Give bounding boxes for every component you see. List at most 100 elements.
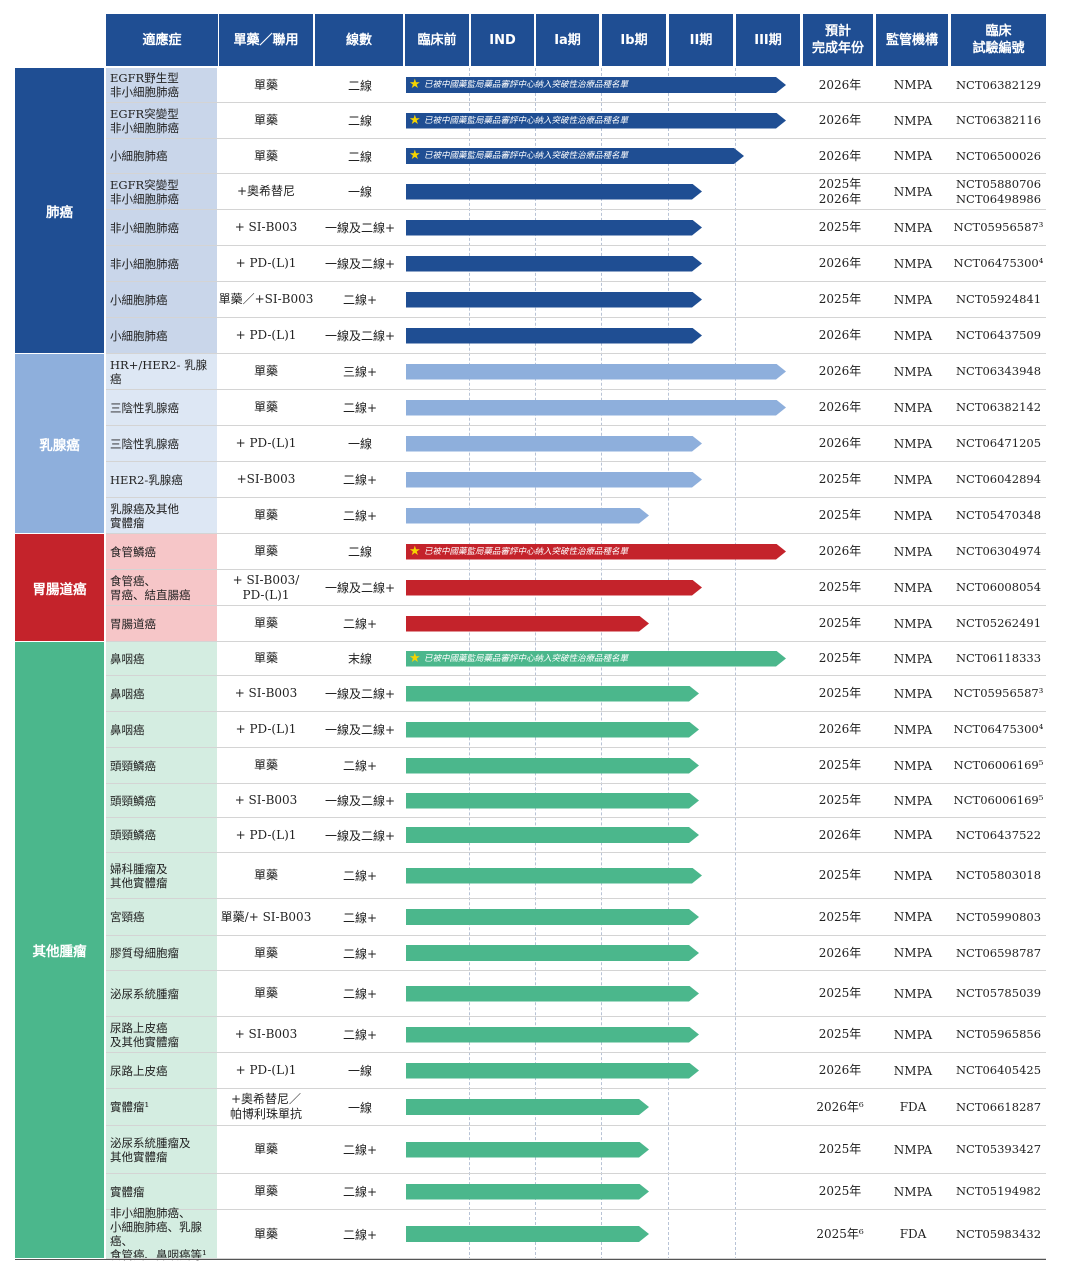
line-cell: 二線+ [342, 987, 378, 1001]
regimen-cell: + SI-B003 [234, 220, 298, 234]
row-divider [106, 817, 1046, 818]
table-row: 宮頸癌 單藥/+ SI-B003 二線+ 2025年 NMPA NCT05990803 [106, 899, 1046, 936]
line-cell: 二線+ [342, 1227, 378, 1242]
line-cell: 一線及二線+ [324, 687, 396, 701]
regulator-cell: NMPA [893, 986, 933, 1001]
table-row: EGFR野生型 非小細胞肺癌 單藥 二線 ★ 已被中國藥監局藥品審評中心納入突破性治療品… [106, 68, 1046, 103]
table-row: EGFR突變型 非小細胞肺癌 +奧希替尼 一線 2025年 2026年 NMPA NCT0… [106, 174, 1046, 210]
row-divider [106, 389, 1046, 390]
line-cell: 一線 [347, 1100, 372, 1115]
expected-year-cell: 2026年 [818, 256, 862, 270]
trial-id-cell: NCT05956587³ [953, 220, 1044, 234]
indication-cell: 非小細胞肺癌 [106, 210, 217, 245]
progress-bar [406, 220, 702, 236]
trial-id-cell: NCT05983432 [955, 1226, 1042, 1241]
header-regulator: 監管機構 [876, 14, 948, 66]
table-row: 小細胞肺癌 單藥 二線 ★ 已被中國藥監局藥品審評中心納入突破性治療品種名單 2026年 N… [106, 139, 1046, 174]
progress-bar [406, 256, 702, 272]
line-cell: 一線及二線+ [324, 794, 396, 808]
breakthrough-note: 已被中國藥監局藥品審評中心納入突破性治療品種名單 [424, 115, 629, 126]
trial-id-cell: NCT06343948 [955, 364, 1042, 378]
row-divider [106, 1125, 1046, 1126]
progress-bar [406, 1099, 649, 1115]
trial-id-cell: NCT06382129 [955, 77, 1042, 92]
expected-year-cell: 2025年 [818, 292, 862, 306]
progress-bar [406, 508, 649, 524]
indication-cell: 泌尿系統腫瘤 [106, 971, 217, 1016]
row-divider [106, 281, 1046, 282]
expected-year-cell: 2025年 [818, 1027, 862, 1041]
category-breast: 乳腺癌 [15, 354, 104, 533]
regimen-cell: 單藥 [253, 986, 278, 1000]
regulator-cell: NMPA [893, 828, 933, 842]
regulator-cell: NMPA [893, 793, 933, 808]
regulator-cell: NMPA [893, 1142, 933, 1157]
regimen-cell: 單藥 [253, 1142, 278, 1156]
line-cell: 二線+ [342, 1143, 378, 1157]
progress-bar: ★ 已被中國藥監局藥品審評中心納入突破性治療品種名單 [406, 148, 744, 164]
star-icon: ★ [409, 148, 421, 163]
regulator-cell: NMPA [893, 910, 933, 924]
table-row: 胃腸道癌 單藥 二線+ 2025年 NMPA NCT05262491 [106, 606, 1046, 642]
row-divider [106, 138, 1046, 139]
line-cell: 二線+ [342, 401, 378, 415]
regulator-cell: NMPA [893, 616, 933, 631]
regimen-cell: 單藥 [253, 400, 278, 414]
line-cell: 一線及二線+ [324, 329, 396, 343]
expected-year-cell: 2026年 [818, 77, 862, 92]
progress-bar: ★ 已被中國藥監局藥品審評中心納入突破性治療品種名單 [406, 77, 786, 93]
trial-id-cell: NCT06382142 [955, 400, 1042, 414]
regimen-cell: +奧希替尼 [236, 184, 296, 198]
regulator-cell: NMPA [893, 758, 933, 773]
table-row: 非小細胞肺癌、 小細胞肺癌、乳腺癌、 食管癌、鼻咽癌等¹ 單藥 二線+ 2025年⁶ F… [106, 1206, 1046, 1262]
indication-cell: 乳腺癌及其他 實體瘤 [106, 498, 217, 533]
regulator-cell: NMPA [893, 946, 933, 960]
header-expected-year: 預計 完成年份 [803, 14, 873, 66]
table-row: 膠質母細胞瘤 單藥 二線+ 2026年 NMPA NCT06598787 [106, 936, 1046, 971]
indication-cell: 三陰性乳腺癌 [106, 390, 217, 425]
regulator-cell: NMPA [893, 113, 933, 128]
indication-cell: EGFR野生型 非小細胞肺癌 [106, 68, 217, 102]
regulator-cell: NMPA [893, 508, 933, 523]
trial-id-cell: NCT06437509 [955, 328, 1042, 342]
expected-year-cell: 2025年 [818, 686, 862, 700]
progress-bar: ★ 已被中國藥監局藥品審評中心納入突破性治療品種名單 [406, 651, 786, 667]
expected-year-cell: 2025年 [818, 868, 862, 882]
row-divider [106, 1016, 1046, 1017]
indication-cell: 尿路上皮癌 [106, 1053, 217, 1088]
progress-bar: ★ 已被中國藥監局藥品審評中心納入突破性治療品種名單 [406, 113, 786, 129]
trial-id-cell: NCT06598787 [955, 945, 1042, 960]
regimen-cell: 單藥 [253, 364, 278, 378]
regulator-cell: NMPA [893, 1027, 933, 1042]
row-divider [106, 461, 1046, 462]
table-row: 食管鱗癌 單藥 二線 ★ 已被中國藥監局藥品審評中心納入突破性治療品種名單 2026年 NM… [106, 534, 1046, 570]
expected-year-cell: 2026年 [818, 364, 862, 378]
expected-year-cell: 2025年 [818, 793, 862, 807]
regimen-cell: +奧希替尼／ 帕博利珠單抗 [229, 1092, 302, 1121]
expected-year-cell: 2025年 [818, 580, 862, 594]
line-cell: 一線及二線+ [324, 581, 396, 595]
table-row: 食管癌、 胃癌、結直腸癌 + SI-B003/ PD-(L)1 一線及二線+ 2025… [106, 570, 1046, 606]
line-cell: 一線及二線+ [324, 221, 396, 235]
header-phase-1b: Ib期 [602, 14, 666, 66]
expected-year-cell: 2025年 [818, 909, 862, 924]
indication-cell: 三陰性乳腺癌 [106, 426, 217, 461]
regulator-cell: NMPA [893, 544, 933, 559]
regulator-cell: NMPA [893, 1063, 933, 1078]
table-row: 頭頸鱗癌 + PD-(L)1 一線及二線+ 2026年 NMPA NCT06437522 [106, 818, 1046, 853]
indication-cell: 尿路上皮癌 及其他實體瘤 [106, 1017, 217, 1052]
header-phase-1a: Ia期 [536, 14, 599, 66]
table-row: HER2-乳腺癌 +SI-B003 二線+ 2025年 NMPA NCT06042894 [106, 462, 1046, 498]
regulator-cell: NMPA [893, 364, 933, 379]
regulator-cell: FDA [899, 1100, 927, 1114]
expected-year-cell: 2026年 [818, 1063, 862, 1077]
row-divider [106, 317, 1046, 318]
indication-cell: 胃腸道癌 [106, 606, 217, 641]
indication-cell: 食管鱗癌 [106, 534, 217, 569]
indication-cell: 實體瘤 [106, 1174, 217, 1209]
row-divider [106, 935, 1046, 936]
indication-cell: HR+/HER2- 乳腺癌 [106, 354, 217, 389]
progress-bar [406, 616, 649, 632]
regulator-cell: NMPA [893, 400, 933, 415]
